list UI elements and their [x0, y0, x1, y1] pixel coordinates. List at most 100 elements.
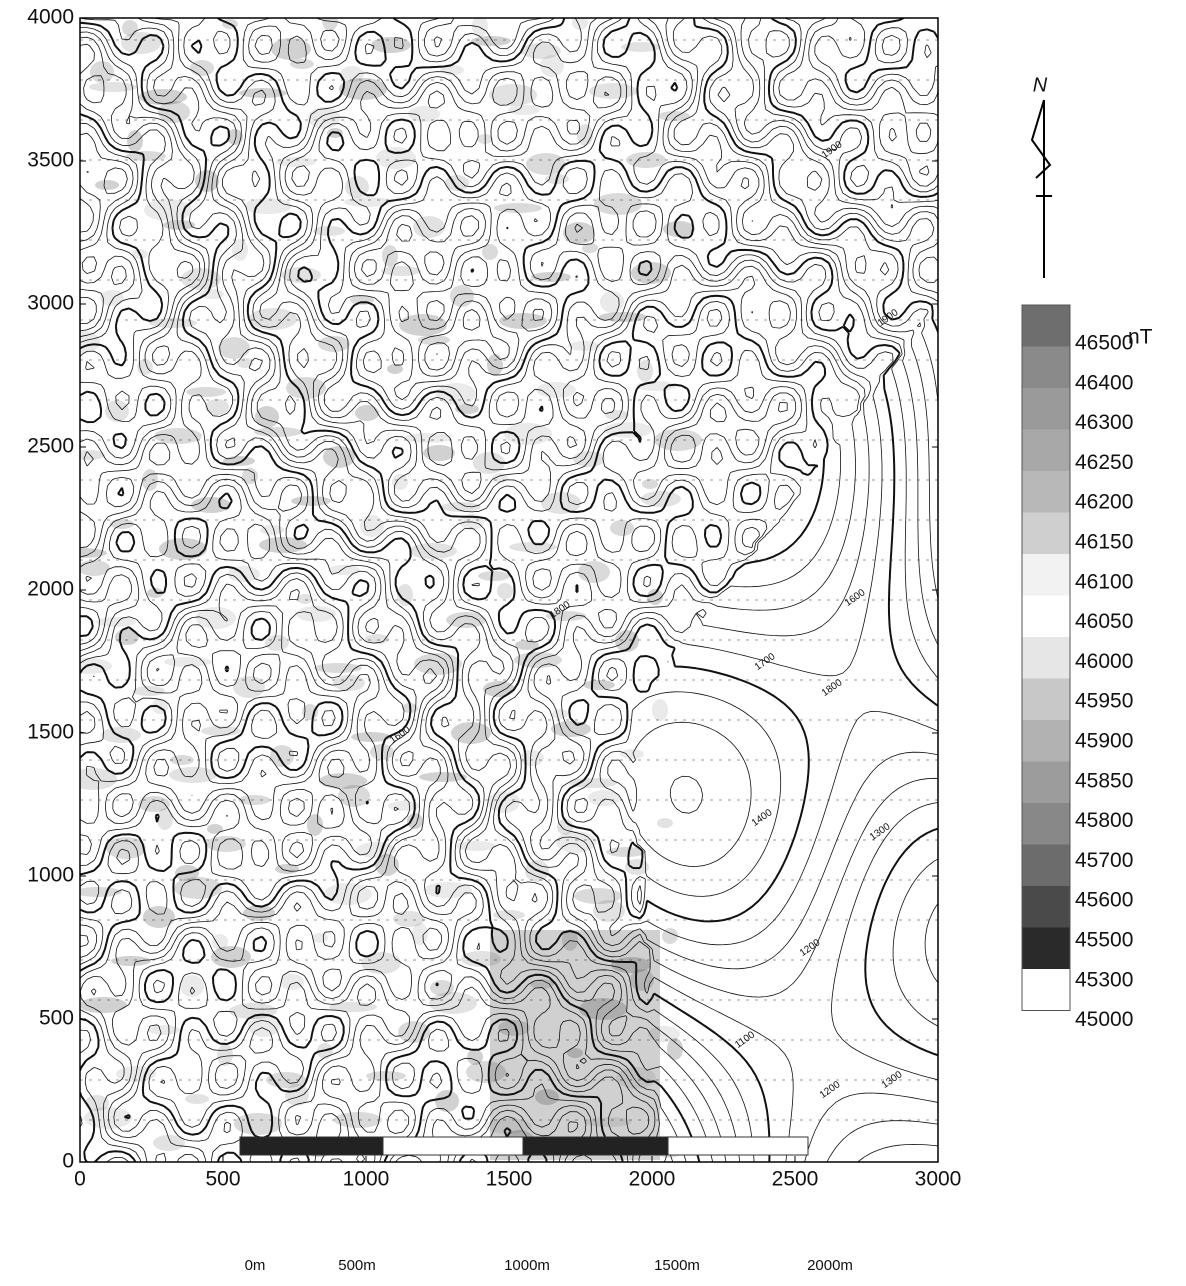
shading	[243, 905, 275, 921]
shading	[620, 749, 644, 759]
shading	[482, 244, 498, 260]
shading	[96, 617, 136, 627]
shading	[207, 824, 223, 834]
shading	[249, 308, 297, 330]
colorbar-label: 45950	[1075, 690, 1133, 713]
y-tick-label: 1000	[27, 864, 74, 887]
shading	[312, 933, 328, 943]
contour-line	[297, 18, 938, 923]
shading	[494, 203, 542, 213]
y-tick-label: 2000	[27, 578, 74, 601]
shading	[322, 18, 338, 31]
shading	[387, 364, 403, 374]
shading	[582, 243, 598, 253]
scale-label: 1500m	[654, 1257, 700, 1274]
contour-line	[80, 198, 579, 1162]
colorbar-cell	[1022, 388, 1070, 430]
shading	[589, 83, 637, 99]
contour-line	[80, 113, 624, 1162]
shading	[80, 331, 100, 353]
shading	[185, 1094, 209, 1104]
shading	[441, 502, 481, 512]
contour-line	[814, 18, 938, 100]
shading	[435, 1090, 459, 1112]
contour-label: 1300	[868, 821, 893, 843]
shading	[508, 105, 540, 115]
shading	[84, 1107, 132, 1129]
shading	[467, 1049, 483, 1065]
shading	[407, 813, 423, 829]
shading	[436, 383, 476, 405]
shading	[610, 520, 634, 536]
colorbar-cell	[1022, 678, 1070, 721]
shading	[466, 1061, 506, 1083]
north-arrow-shape	[1030, 99, 1052, 278]
x-tick-label: 3000	[915, 1168, 962, 1191]
shading	[280, 974, 304, 990]
shading	[143, 906, 175, 928]
contour-line	[874, 27, 908, 64]
shading	[80, 450, 105, 460]
shading	[471, 36, 511, 46]
shading	[205, 399, 229, 415]
contour-label: 1700	[753, 651, 778, 673]
shading	[144, 199, 192, 221]
shading	[89, 82, 137, 92]
contour-line	[767, 18, 938, 198]
colorbar-label: 46500	[1075, 332, 1133, 355]
shading	[667, 1038, 683, 1060]
contour-line	[80, 43, 649, 1162]
north-arrow: N	[1030, 74, 1052, 278]
contour-line	[254, 18, 938, 1162]
shading	[217, 1044, 233, 1066]
shading	[186, 387, 226, 397]
shading	[531, 272, 571, 282]
shading	[147, 588, 163, 598]
shading	[588, 790, 620, 806]
contour-line	[80, 122, 617, 1162]
shading	[218, 337, 250, 359]
shading	[600, 291, 624, 313]
contour-line	[354, 18, 938, 814]
shading	[573, 451, 605, 467]
shading	[429, 992, 477, 1014]
shading	[515, 640, 539, 650]
colorbar-cell	[1022, 761, 1070, 804]
shading	[408, 106, 440, 122]
shading	[626, 152, 666, 168]
shading	[101, 727, 141, 743]
shading	[493, 910, 525, 920]
shading	[625, 859, 649, 875]
shading	[392, 474, 408, 490]
x-tick-label: 2500	[772, 1168, 819, 1191]
shading	[663, 221, 695, 237]
shading	[127, 130, 143, 152]
shading	[260, 525, 284, 535]
colorbar-cell	[1022, 595, 1070, 638]
shading	[657, 818, 673, 828]
contour-line	[808, 18, 938, 176]
contour-line	[844, 18, 938, 94]
x-tick-label: 2000	[629, 1168, 676, 1191]
shading	[355, 405, 379, 421]
shading	[567, 1048, 583, 1058]
shading	[234, 1113, 282, 1135]
x-tick-label: 1000	[343, 1168, 390, 1191]
shading	[244, 198, 292, 214]
shading	[498, 1020, 530, 1036]
contour-line	[702, 18, 938, 303]
y-tick-label: 1500	[27, 721, 74, 744]
shading	[414, 653, 462, 675]
shading	[540, 55, 564, 77]
x-tick-label: 1500	[486, 1168, 533, 1191]
colorbar-label: 46150	[1075, 531, 1133, 554]
shading	[393, 911, 425, 927]
shading	[446, 612, 486, 628]
shading	[338, 785, 370, 807]
shading	[382, 245, 398, 267]
colorbar-cell	[1022, 720, 1070, 762]
shading	[126, 151, 166, 161]
shading	[291, 496, 331, 506]
colorbar-label: 45300	[1075, 968, 1133, 991]
shading	[487, 354, 503, 376]
